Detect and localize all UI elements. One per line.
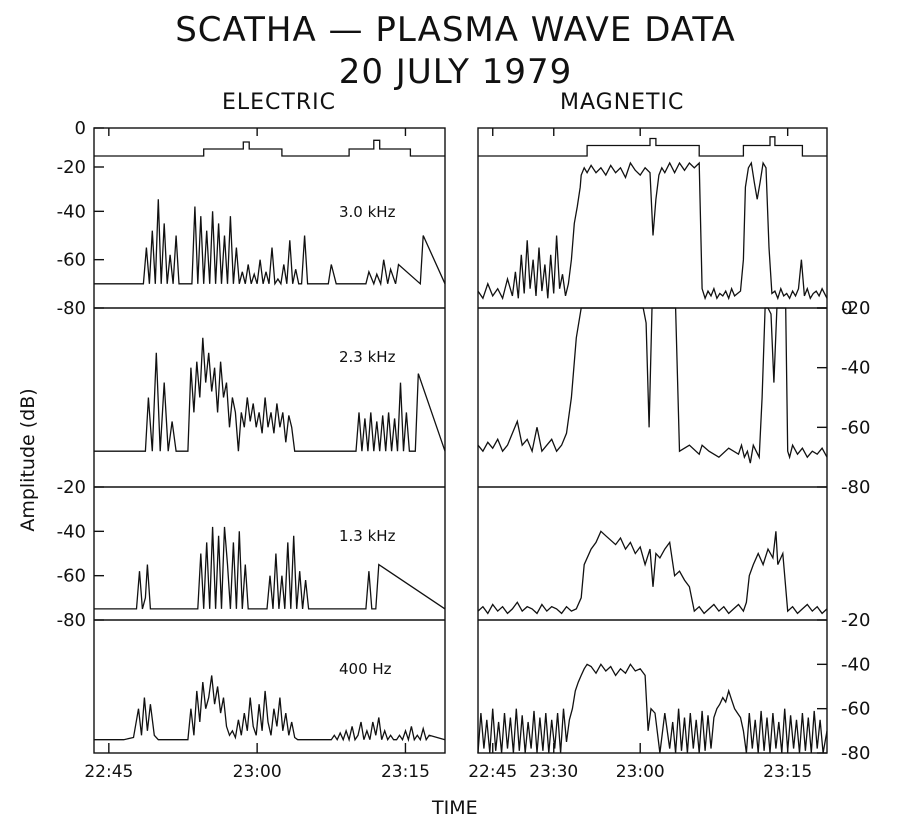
- y-tick-label: -60: [57, 250, 86, 271]
- chart-title: SCATHA — PLASMA WAVE DATA: [175, 10, 736, 50]
- y-tick-label: -20: [841, 610, 870, 631]
- electric-series-line: [94, 199, 446, 287]
- magnetic-series-line: [477, 307, 828, 464]
- magnetic-series-line: [477, 663, 828, 754]
- electric-column-header: ELECTRIC: [222, 90, 336, 115]
- x-tick-label: 23:30: [529, 762, 578, 782]
- y-tick-label: -20: [57, 477, 86, 498]
- y-tick-label: -40: [57, 521, 86, 542]
- x-tick-label: 23:15: [763, 762, 812, 782]
- chart-subtitle: 20 JULY 1979: [338, 52, 573, 92]
- y-tick-label: -60: [841, 699, 870, 720]
- magnetic-frame: [477, 127, 828, 754]
- electric-frame: [93, 127, 446, 754]
- y-tick-label: -20: [841, 298, 870, 319]
- x-tick-label: 23:00: [616, 762, 665, 782]
- y-tick-label: -80: [841, 477, 870, 498]
- magnetic-series-line: [477, 530, 828, 615]
- panel-label: 2.3 kHz: [339, 348, 396, 366]
- magnetic-series-line: [477, 161, 828, 301]
- electric-series-line: [94, 526, 446, 610]
- magnetic-column-header: MAGNETIC: [560, 90, 685, 115]
- y-tick-label: -80: [841, 743, 870, 764]
- magnetic-mode-trace: [478, 136, 827, 157]
- panel-label: 1.3 kHz: [339, 527, 396, 545]
- x-tick-label: 23:00: [233, 762, 282, 782]
- y-tick-label: -40: [57, 201, 86, 222]
- electric-series-line: [94, 337, 446, 452]
- x-tick-label: 22:45: [468, 762, 517, 782]
- x-tick-label: 23:15: [381, 762, 430, 782]
- electric-series-line: [94, 675, 446, 743]
- y-tick-label: -60: [841, 417, 870, 438]
- y-tick-label: -60: [57, 566, 86, 587]
- y-tick-label: -40: [841, 654, 870, 675]
- y-tick-label: -80: [57, 298, 86, 319]
- electric-mode-trace: [94, 139, 445, 157]
- x-axis-label: TIME: [432, 797, 478, 819]
- panel-label: 400 Hz: [339, 660, 392, 678]
- y-tick-label: 0: [841, 298, 852, 319]
- x-tick-label: 22:45: [84, 762, 133, 782]
- y-tick-label: 0: [75, 118, 86, 139]
- panel-label: 3.0 kHz: [339, 203, 396, 221]
- y-tick-label: -80: [57, 610, 86, 631]
- y-tick-label: -20: [57, 157, 86, 178]
- y-tick-label: -40: [841, 358, 870, 379]
